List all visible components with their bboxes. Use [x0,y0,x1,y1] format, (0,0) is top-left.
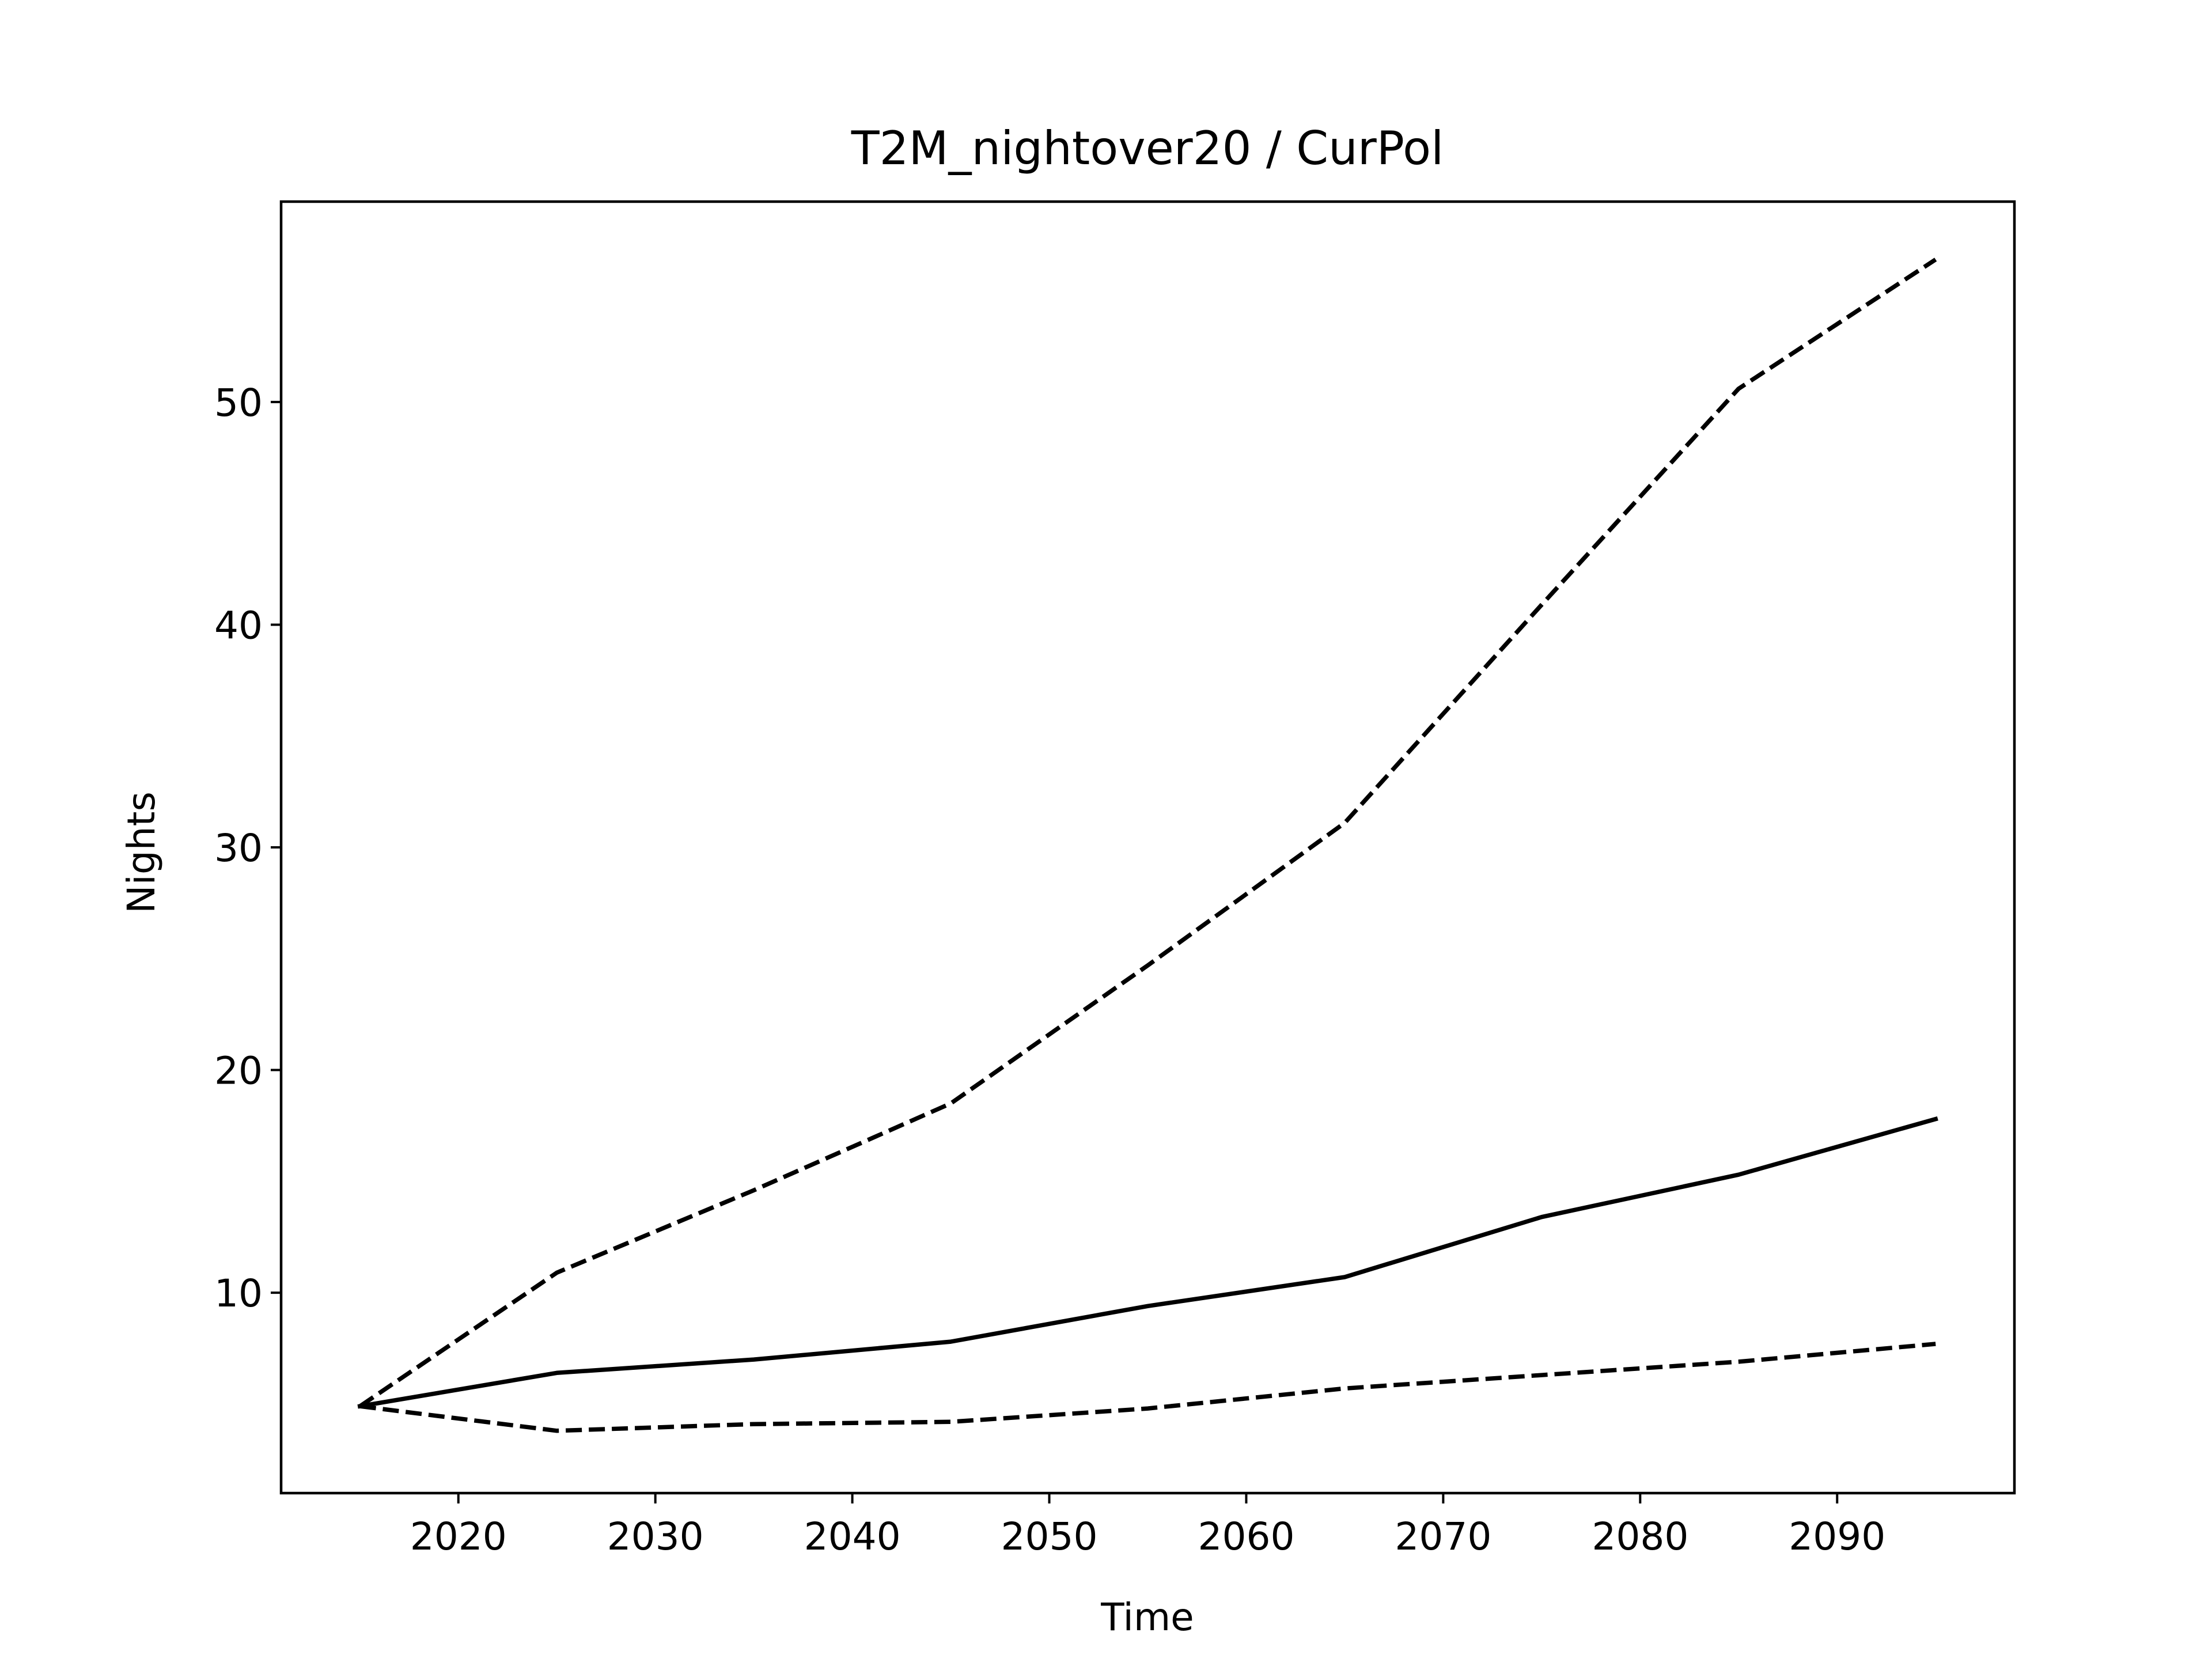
series-line-3 [359,1342,1936,1433]
axis-ticks: 2020 2030 2040 2050 2060 2070 2080 209010203040… [214,381,1885,1559]
chart-title: T2M_nightover20 / CurPol [851,122,1444,175]
series-lines [357,257,1938,1433]
y-tick-label: 10 [214,1271,263,1316]
y-tick-label: 30 [214,826,263,870]
series-line-1 [357,1116,1938,1409]
y-axis-label: Nights [119,791,164,914]
x-tick-label: 2050 [1001,1514,1098,1559]
y-tick-label: 50 [214,381,263,425]
x-tick-label: 2030 [607,1514,704,1559]
y-tick-label: 20 [214,1049,263,1093]
x-axis-label: Time [1100,1595,1194,1639]
x-tick-label: 2060 [1198,1514,1294,1559]
plot-frame [279,200,2016,1495]
x-tick-label: 2020 [410,1514,507,1559]
series-line-2 [358,257,1937,1408]
x-tick-label: 2070 [1395,1514,1491,1559]
x-tick-label: 2080 [1592,1514,1688,1559]
x-tick-label: 2090 [1789,1514,1885,1559]
y-tick-label: 40 [214,603,263,647]
x-tick-label: 2040 [804,1514,901,1559]
